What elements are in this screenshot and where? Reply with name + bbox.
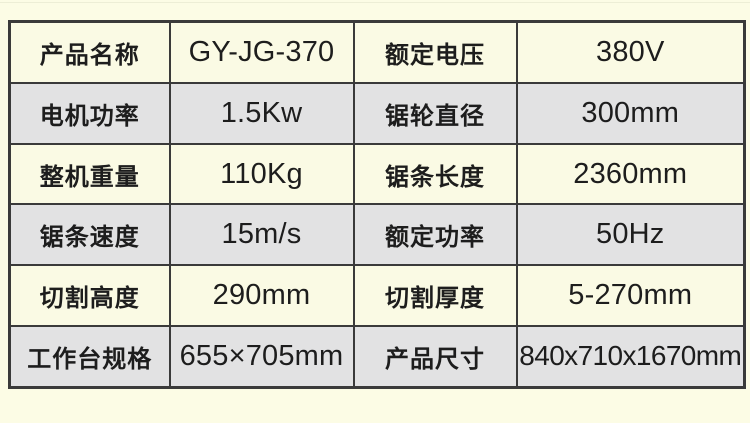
spec-label-machine-weight: 整机重量 (8, 142, 171, 206)
table-row: 电机功率 1.5Kw 锯轮直径 300mm (8, 82, 746, 145)
spec-value-product-dimensions: 840x710x1670mm (515, 324, 746, 389)
spec-label-blade-speed: 锯条速度 (8, 203, 171, 267)
spec-label-wheel-diameter: 锯轮直径 (352, 82, 518, 145)
spec-value-blade-speed: 15m/s (168, 203, 355, 267)
spec-label-rated-voltage: 额定电压 (352, 20, 518, 85)
spec-value-machine-weight: 110Kg (168, 142, 355, 206)
table-row: 切割高度 290mm 切割厚度 5-270mm (8, 264, 746, 327)
spec-table: 产品名称 GY-JG-370 额定电压 380V 电机功率 1.5Kw 锯轮直径… (8, 20, 746, 389)
spec-label-motor-power: 电机功率 (8, 82, 171, 145)
spec-label-product-name: 产品名称 (8, 20, 171, 85)
spec-label-worktable-size: 工作台规格 (8, 324, 171, 389)
spec-value-rated-voltage: 380V (515, 20, 746, 85)
table-row: 产品名称 GY-JG-370 额定电压 380V (8, 20, 746, 85)
spec-label-product-dimensions: 产品尺寸 (352, 324, 518, 389)
spec-value-worktable-size: 655×705mm (168, 324, 355, 389)
spec-value-cutting-height: 290mm (168, 264, 355, 327)
spec-label-rated-power: 额定功率 (352, 203, 518, 267)
spec-value-wheel-diameter: 300mm (515, 82, 746, 145)
spec-label-blade-length: 锯条长度 (352, 142, 518, 206)
table-row: 锯条速度 15m/s 额定功率 50Hz (8, 203, 746, 267)
spec-value-motor-power: 1.5Kw (168, 82, 355, 145)
top-edge-artifact (0, 2, 750, 3)
spec-value-product-model: GY-JG-370 (168, 20, 355, 85)
spec-label-cutting-thickness: 切割厚度 (352, 264, 518, 327)
table-row: 整机重量 110Kg 锯条长度 2360mm (8, 142, 746, 206)
spec-value-blade-length: 2360mm (515, 142, 746, 206)
spec-value-cutting-thickness: 5-270mm (515, 264, 746, 327)
spec-label-cutting-height: 切割高度 (8, 264, 171, 327)
spec-value-rated-power: 50Hz (515, 203, 746, 267)
table-row: 工作台规格 655×705mm 产品尺寸 840x710x1670mm (8, 324, 746, 389)
